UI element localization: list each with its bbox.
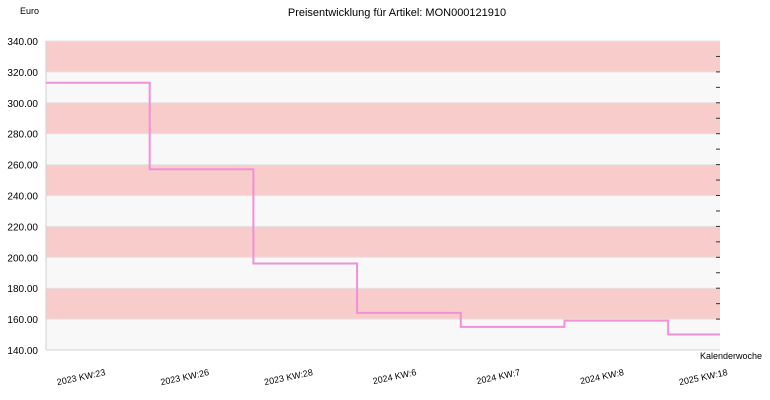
y-tick-label: 220.00 [7, 222, 38, 233]
background-band [46, 257, 720, 289]
x-tick-label: 2024 KW:7 [476, 367, 521, 386]
y-tick-label: 160.00 [7, 315, 38, 326]
axes [45, 41, 720, 351]
background-band [46, 41, 720, 72]
background-band [46, 288, 720, 320]
background-band [46, 195, 720, 227]
y-tick-label: 300.00 [7, 99, 38, 110]
y-tick-label: 180.00 [7, 284, 38, 295]
x-tick-label: 2023 KW:23 [56, 367, 106, 387]
x-tick-label: 2023 KW:26 [160, 367, 210, 387]
y-tick-label: 320.00 [7, 68, 38, 79]
x-tick-label: 2024 KW:8 [579, 367, 624, 386]
price-series [46, 81, 720, 336]
y-tick-label: 240.00 [7, 192, 38, 203]
y-tick-label: 340.00 [7, 37, 38, 48]
x-tick-label: 2025 KW:18 [678, 367, 728, 387]
price-step-line [46, 81, 720, 336]
y-tick-label: 140.00 [7, 346, 38, 357]
background-band [46, 102, 720, 134]
y-tick-label: 280.00 [7, 130, 38, 141]
background-band [46, 133, 720, 165]
chart-title: Preisentwicklung für Artikel: MON0001219… [288, 7, 506, 19]
x-axis-label: Kalenderwoche [700, 351, 762, 361]
x-tick-label: 2023 KW:28 [263, 367, 313, 387]
background-band [46, 71, 720, 103]
y-tick-label: 260.00 [7, 161, 38, 172]
x-tick-label: 2024 KW:6 [372, 367, 417, 386]
background-band [46, 164, 720, 196]
y-axis-tick-labels: 140.00 160.00 180.00 200.00 220.00 240.00 260.… [7, 37, 38, 357]
background-band [46, 226, 720, 258]
background-bands [46, 41, 720, 350]
right-axis-ticks [716, 55, 720, 336]
y-tick-label: 200.00 [7, 253, 38, 264]
y-axis-label: Euro [20, 6, 39, 16]
x-axis-tick-labels: 2023 KW:23 2023 KW:26 2023 KW:28 2024 KW:6 2… [56, 367, 729, 387]
background-band [46, 319, 720, 350]
